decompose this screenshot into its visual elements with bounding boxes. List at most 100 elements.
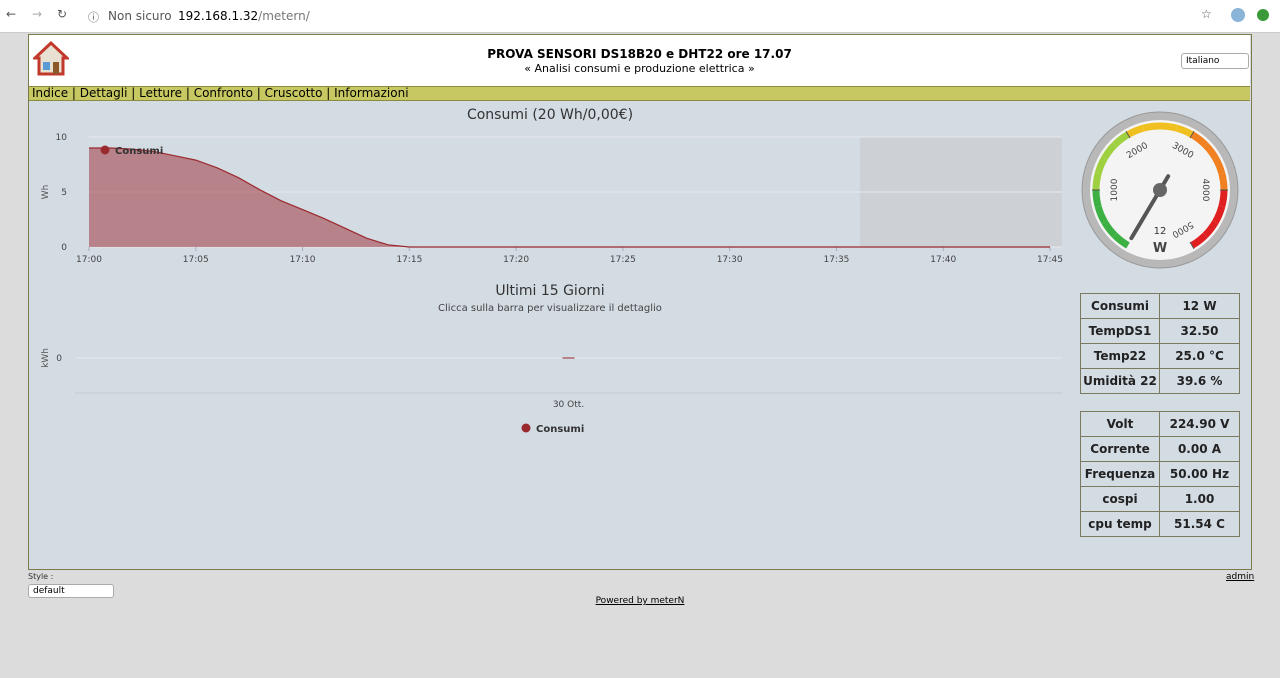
info-icon: ⓘ	[88, 11, 99, 24]
gauge-band	[1212, 156, 1226, 175]
powered-link[interactable]: Powered by meterN	[595, 596, 685, 606]
nav-link[interactable]: Confronto	[193, 86, 253, 100]
y-tick-label: 10	[56, 133, 68, 143]
reading-label: Consumi	[1080, 293, 1160, 319]
y-tick-label: 5	[61, 188, 67, 198]
gauge-band	[1159, 122, 1178, 132]
x-tick-label: 17:30	[717, 255, 743, 265]
reading-value: 32.50	[1159, 318, 1240, 344]
back[interactable]: ←	[6, 7, 17, 21]
gauge-tick-label: 1000	[1110, 178, 1120, 201]
x-tick-label: 17:00	[76, 255, 102, 265]
bookmark[interactable]: ☆	[1201, 7, 1212, 21]
area-title: Consumi (20 Wh/0,00€)	[467, 107, 633, 123]
url[interactable]: 192.168.1.32/metern/	[178, 9, 310, 23]
x-tick-label: 30 Ott.	[553, 400, 584, 410]
reading-value: 1.00	[1159, 486, 1240, 512]
gauge-band	[1101, 220, 1118, 238]
legend-dot	[100, 145, 110, 155]
separator: |	[252, 86, 265, 100]
area	[89, 148, 1050, 247]
gauge-tick-label: 4000	[1200, 179, 1210, 202]
separator: |	[68, 86, 80, 100]
legend-dot	[521, 423, 531, 433]
extension[interactable]	[1231, 8, 1245, 22]
x-tick-label: 17:15	[396, 255, 422, 265]
separator: |	[322, 86, 335, 100]
x-tick-label: 17:05	[183, 255, 209, 265]
table-row: cospi 1.00	[1080, 486, 1240, 512]
reading-value: 0.00 A	[1159, 436, 1240, 462]
table-row: Frequenza 50.00 Hz	[1080, 461, 1240, 487]
home-icon[interactable]	[33, 40, 69, 76]
security: Non sicuro	[108, 9, 172, 23]
reload[interactable]: ↻	[57, 7, 68, 21]
gauge-hub	[1153, 183, 1167, 197]
y-label: kWh	[41, 348, 51, 368]
reading-value: 25.0 °C	[1159, 343, 1240, 369]
separator: |	[127, 86, 140, 100]
gauge-band	[1218, 189, 1228, 208]
table-row: Corrente 0.00 A	[1080, 436, 1240, 462]
reading-label: Corrente	[1080, 436, 1160, 462]
reading-value: 50.00 Hz	[1159, 461, 1240, 487]
reading-value: 12 W	[1159, 293, 1240, 319]
gauge-band	[1218, 172, 1228, 191]
language: Italiano	[1186, 56, 1220, 66]
url-path: /metern/	[258, 9, 310, 23]
separator: |	[182, 86, 194, 100]
main-panel	[28, 34, 1252, 570]
reading-label: cpu temp	[1080, 511, 1160, 537]
x-tick-label: 17:40	[930, 255, 956, 265]
table-row: Volt 224.90 V	[1080, 411, 1240, 437]
nav-link[interactable]: Indice	[32, 86, 69, 100]
nav-link[interactable]: Dettagli	[79, 86, 128, 100]
gauge-band	[1092, 189, 1102, 208]
x-tick-label: 17:20	[503, 255, 529, 265]
bar-subtitle: Clicca sulla barra per visualizzare il d…	[438, 303, 662, 314]
gauge-band	[1202, 142, 1219, 160]
nav-link[interactable]: Informazioni	[334, 86, 409, 100]
x-tick-label: 17:10	[290, 255, 316, 265]
admin-link[interactable]: admin	[1226, 572, 1255, 582]
style-label: Style :	[28, 572, 54, 581]
x-tick-label: 17:45	[1037, 255, 1063, 265]
language-select[interactable]: Italiano	[1181, 53, 1249, 69]
reading-value: 39.6 %	[1159, 368, 1240, 394]
gauge-unit: W	[1153, 241, 1167, 256]
table-row: Temp22 25.0 °C	[1080, 343, 1240, 369]
reading-label: TempDS1	[1080, 318, 1160, 344]
gauge-band	[1092, 172, 1102, 191]
table-row: Umidità 22 39.6 %	[1080, 368, 1240, 394]
readings-table: Volt 224.90 V Corrente 0.00 A Frequenza 50.00…	[1080, 411, 1240, 537]
reading-label: Temp22	[1080, 343, 1160, 369]
x-tick-label: 17:35	[823, 255, 849, 265]
table-row: Consumi 12 W	[1080, 293, 1240, 319]
gauge-band	[1094, 156, 1108, 175]
extension[interactable]	[1257, 9, 1269, 21]
gauge-tick	[1189, 241, 1195, 250]
gauge-value: 12	[1154, 226, 1167, 237]
table-row: cpu temp 51.54 C	[1080, 511, 1240, 537]
x-tick-label: 17:25	[610, 255, 636, 265]
gauge-band	[1101, 142, 1118, 160]
nav-link[interactable]: Letture	[139, 86, 183, 100]
header: PROVA SENSORI DS18B20 e DHT22 ore 17.07 …	[29, 35, 1250, 86]
reading-value: 224.90 V	[1159, 411, 1240, 437]
nav-link[interactable]: Cruscotto	[264, 86, 323, 100]
y-tick-label: 0	[61, 243, 67, 253]
title: PROVA SENSORI DS18B20 e DHT22 ore 17.07	[487, 47, 792, 61]
forward[interactable]: →	[32, 7, 43, 21]
readings-table: Consumi 12 W TempDS1 32.50 Temp22 25.0 °C Umid…	[1080, 293, 1240, 394]
gauge-band	[1142, 122, 1161, 132]
gauge-band	[1094, 205, 1108, 224]
style-select[interactable]: default	[28, 584, 114, 598]
bar	[562, 357, 575, 359]
y-label: Wh	[41, 185, 51, 200]
url-host: 192.168.1.32	[178, 9, 259, 23]
browser-bar: ← → ↻ ⓘ Non sicuro 192.168.1.32/metern/ …	[0, 0, 1280, 33]
bar-title: Ultimi 15 Giorni	[495, 283, 604, 299]
